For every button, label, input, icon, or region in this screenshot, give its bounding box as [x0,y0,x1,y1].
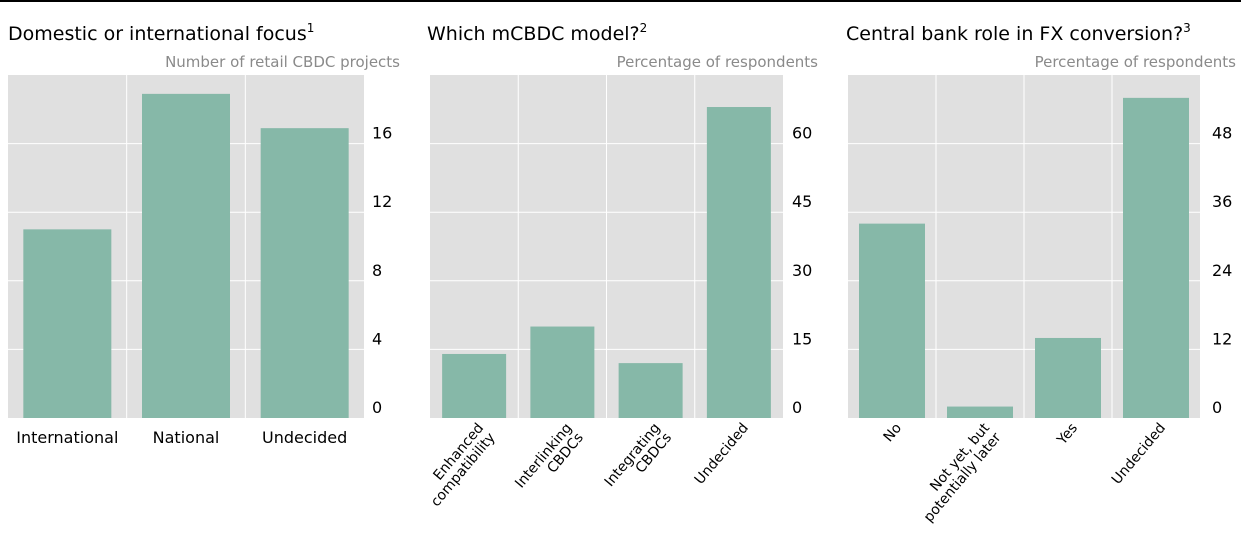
chart-title: Domestic or international focus1 [8,21,314,45]
bar-integrating-cbdcs [618,363,683,418]
bar-no [859,223,925,418]
y-axis-label: Number of retail CBDC projects [165,53,400,71]
x-tick-label: Undecided [1109,420,1169,487]
bar-international [23,229,112,418]
y-axis-label: Percentage of respondents [1035,53,1237,71]
y-tick-label: 0 [372,398,382,417]
y-tick-label: 16 [372,124,392,143]
y-tick-label: 0 [1212,398,1222,417]
chart-title: Central bank role in FX conversion?3 [846,21,1191,45]
chart-panel-1: Domestic or international focus1 Number o… [8,21,400,447]
bar-interlinking-cbdcs [530,326,595,418]
bar-national [142,93,230,419]
y-tick-label: 24 [1212,261,1232,280]
y-tick-label: 12 [372,192,392,211]
bar-undecided [1123,97,1189,418]
y-tick-label: 45 [792,192,812,211]
y-tick-label: 60 [792,124,812,143]
chart-title: Which mCBDC model?2 [427,21,647,45]
x-tick-label: No [881,420,905,445]
y-tick-label: 48 [1212,124,1232,143]
y-tick-label: 12 [1212,329,1232,348]
chart-panel-3: Central bank role in FX conversion?3 Perc… [846,21,1236,525]
x-tick-label: Enhancedcompatibility [416,420,498,510]
y-tick-label: 36 [1212,192,1232,211]
x-tick-label: InterlinkingCBDCs [512,420,587,501]
bar-undecided [706,107,771,418]
x-tick-label: Undecided [262,428,347,447]
bar-not-yet-but-potentially-later [947,406,1013,418]
bar-yes [1035,337,1101,418]
y-tick-label: 15 [792,329,812,348]
y-tick-label: 8 [372,261,382,280]
x-tick-label: Yes [1054,420,1081,448]
y-axis-label: Percentage of respondents [617,53,819,71]
bar-enhanced-compatibility [442,353,507,418]
bar-undecided [260,128,349,419]
x-tick-label: International [16,428,118,447]
y-tick-label: 4 [372,329,382,348]
y-tick-label: 30 [792,261,812,280]
x-tick-label: IntegratingCBDCs [602,420,676,499]
top-rule [0,0,1241,2]
x-tick-label: Undecided [692,420,752,487]
y-tick-label: 0 [792,398,802,417]
x-tick-label: National [153,428,220,447]
x-tick-label: Not yet, butpotentially later [909,420,1005,526]
chart-panel-2: Which mCBDC model?2 Percentage of respond… [416,21,819,510]
